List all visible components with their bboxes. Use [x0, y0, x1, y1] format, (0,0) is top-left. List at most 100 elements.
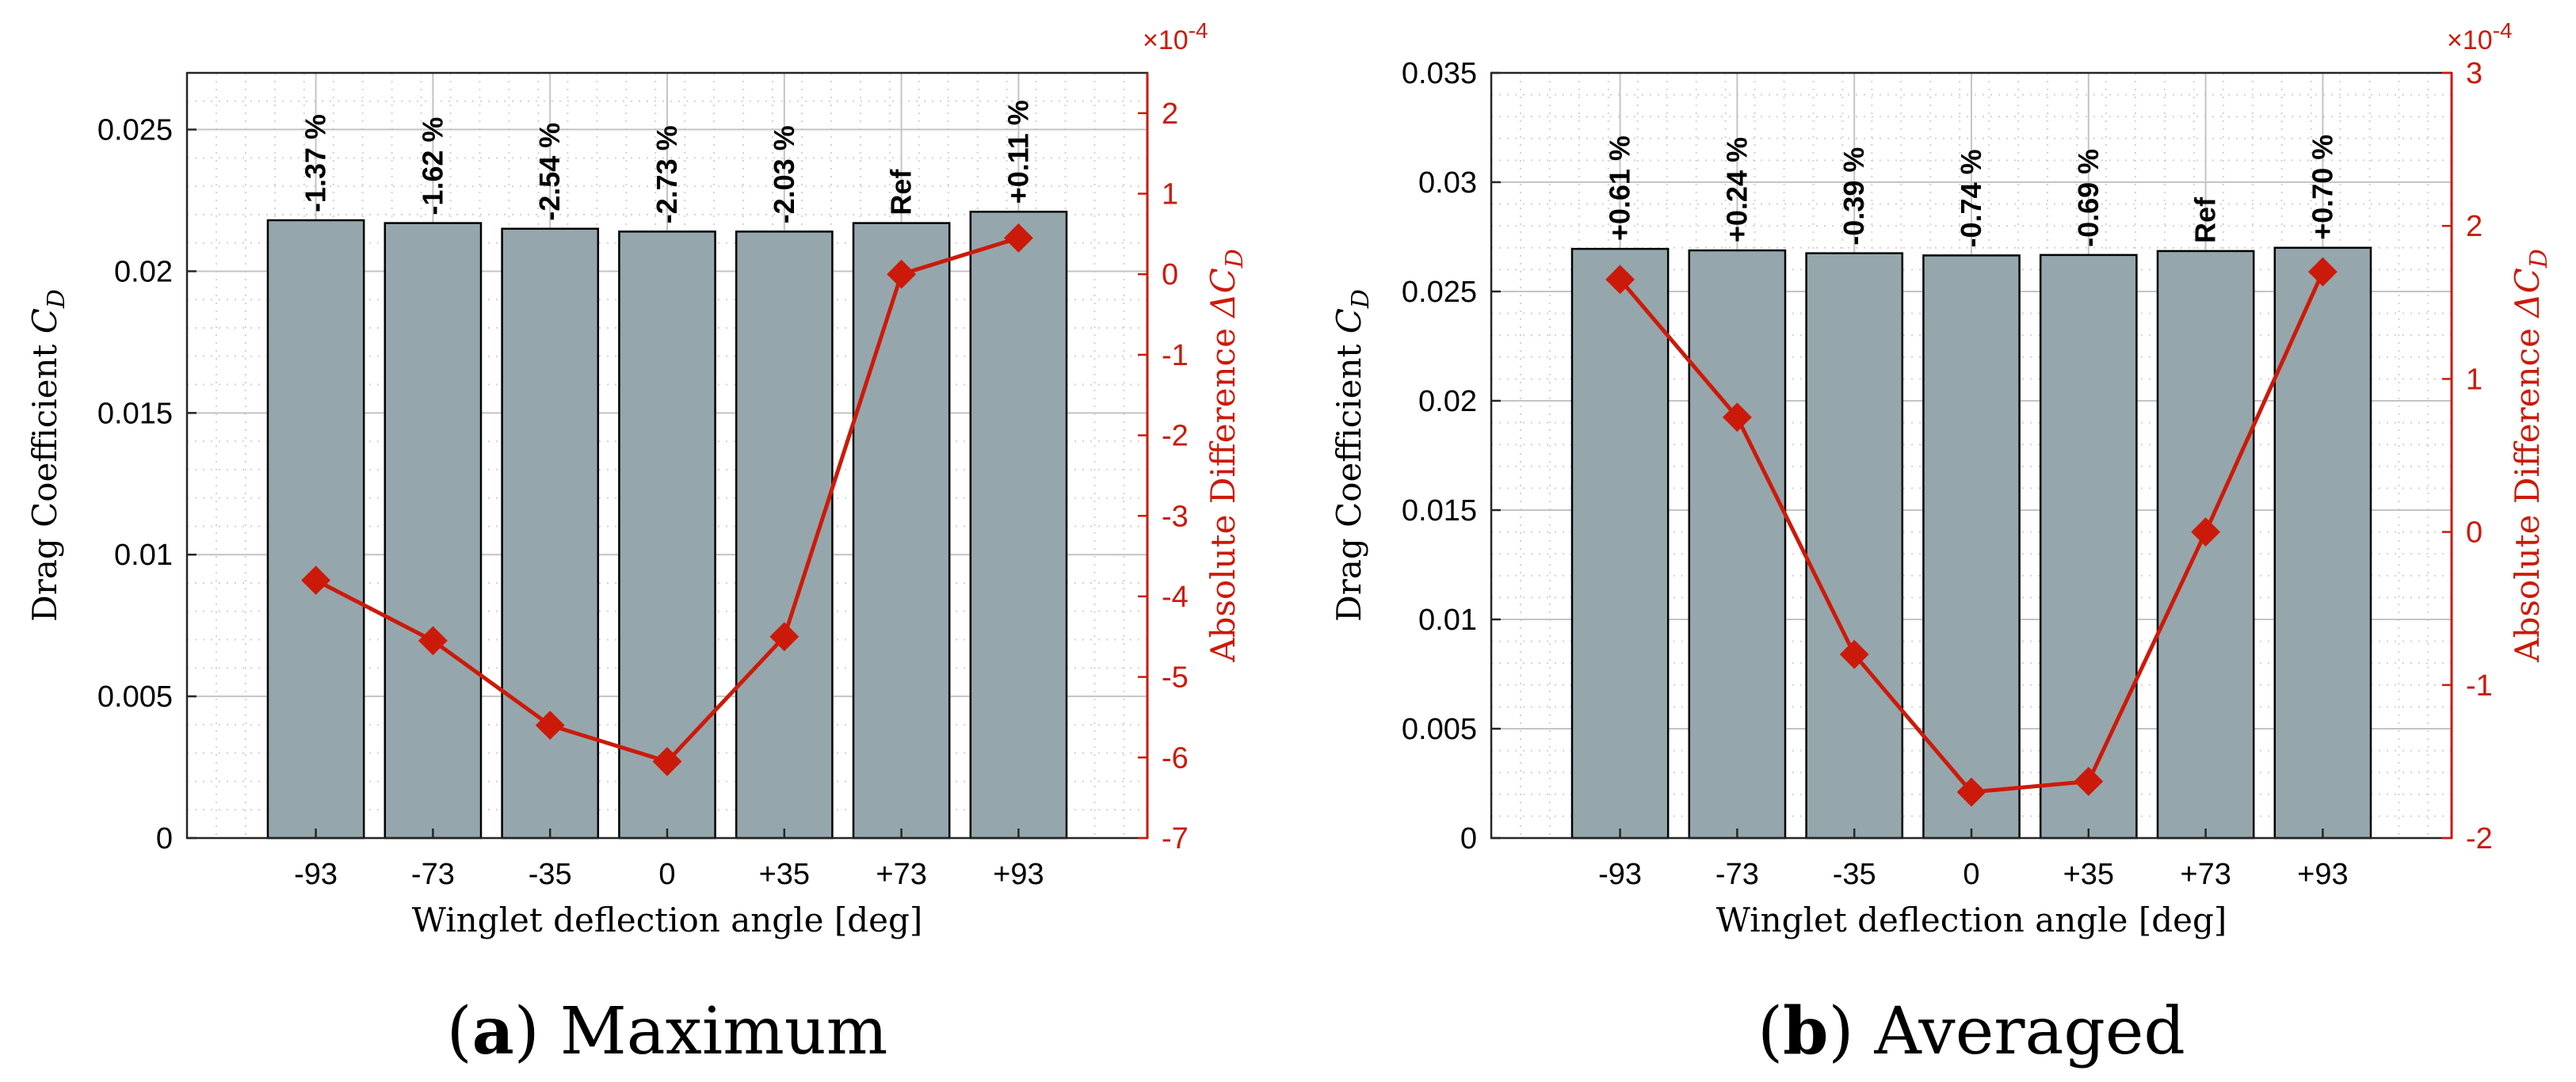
x-tick-label: -73	[1715, 858, 1759, 891]
bar	[2273, 246, 2372, 840]
y2-axis-title: Absolute Difference ΔCD	[1204, 249, 1249, 663]
bar-data-label: -1.62 %	[416, 117, 448, 215]
y-axis-title-subscript: D	[1347, 289, 1375, 309]
y2-tick-label: -1	[1162, 339, 1189, 372]
delta-cd-marker	[418, 626, 448, 656]
y2-tick-label: -5	[1162, 661, 1189, 695]
y-tick-label: 0.005	[1402, 713, 1477, 746]
y-axis-title-subscript: D	[43, 289, 71, 309]
delta-cd-marker	[887, 259, 917, 289]
panel-a-maximum: -1.37 % -1.62 % -2.54 % -2.73 % -2.03 % Ref +0…	[25, 18, 1249, 1069]
y-axis-title-symbol: C	[25, 308, 64, 333]
panel-caption-title: ) Maximum	[514, 994, 888, 1069]
y2-tick-label: -4	[1162, 581, 1189, 614]
delta-cd-marker	[2191, 517, 2221, 547]
bar	[618, 230, 716, 840]
y2-tick-label: 1	[1162, 178, 1178, 211]
y2-tick-label: -2	[1162, 420, 1189, 453]
delta-cd-marker	[1956, 777, 1986, 807]
x-tick-label: 0	[658, 858, 675, 891]
delta-cd-marker	[1722, 402, 1752, 432]
y-axis-title-symbol: C	[1330, 308, 1368, 333]
panel-caption: (a) Maximum	[447, 993, 888, 1069]
x-tick-label: +93	[2297, 858, 2348, 891]
y2-tick-label: 2	[2466, 210, 2483, 243]
y2-axis-title-symbol: ΔC	[1204, 268, 1242, 318]
y-axis-title: Drag Coefficient CD	[1330, 289, 1375, 622]
delta-cd-marker	[1004, 223, 1033, 253]
bar-data-label: Ref	[2189, 196, 2222, 243]
y-tick-label: 0.02	[114, 255, 173, 288]
panel-caption: (b) Averaged	[1757, 993, 2185, 1069]
bar-data-label: Ref	[885, 169, 918, 215]
y2-multiplier-exponent: -4	[1189, 18, 1208, 43]
y2-tick-label: -2	[2466, 822, 2493, 855]
y-tick-label: 0.01	[1418, 604, 1477, 637]
bar-data-label: -2.54 %	[533, 123, 566, 221]
bar-data-label: -0.39 %	[1838, 147, 1870, 246]
y-tick-label: 0.03	[1418, 166, 1477, 200]
bar	[384, 222, 483, 840]
panel-caption-letter: b	[1783, 993, 1828, 1069]
delta-cd-marker	[2074, 767, 2104, 796]
y-tick-label: 0	[1460, 822, 1477, 855]
bar-data-label: +0.24 %	[1720, 137, 1753, 242]
y-tick-label: 0	[156, 822, 173, 855]
panel-caption-letter: a	[472, 993, 514, 1069]
y-tick-label: 0.025	[97, 114, 173, 147]
delta-cd-marker	[652, 746, 682, 776]
y-tick-label: 0.015	[1402, 494, 1477, 528]
y2-tick-label: -1	[2466, 669, 2493, 703]
y-axis-title: Drag Coefficient CD	[25, 289, 71, 622]
y2-tick-label: 3	[2466, 57, 2483, 90]
y2-tick-label: -3	[1162, 500, 1189, 533]
bar	[852, 222, 951, 840]
x-tick-label: +93	[993, 858, 1044, 891]
y2-tick-label: 0	[1162, 258, 1178, 291]
delta-cd-marker	[301, 566, 330, 596]
panel-b-averaged: +0.61 % +0.24 % -0.39 % -0.74 % -0.69 % Ref +0…	[1330, 18, 2553, 1069]
bar	[1688, 249, 1787, 840]
bar	[1805, 252, 1904, 840]
x-axis-title: Winglet deflection angle [deg]	[412, 901, 922, 939]
bar	[1922, 254, 2021, 840]
y-tick-label: 0.035	[1402, 57, 1477, 90]
y2-tick-label: 1	[2466, 363, 2483, 396]
delta-cd-marker	[2308, 257, 2337, 287]
x-tick-label: -35	[1833, 858, 1876, 891]
bar-data-label: -2.03 %	[768, 125, 800, 223]
bar-data-label: -0.74 %	[1955, 149, 1987, 247]
bar-data-label: -2.73 %	[651, 125, 683, 223]
delta-cd-marker	[535, 711, 565, 741]
bar-data-label: +0.61 %	[1604, 135, 1636, 241]
bar-data-label: +0.70 %	[2306, 135, 2338, 240]
y2-tick-label: 2	[1162, 97, 1178, 131]
bar-data-label: -1.37 %	[300, 114, 332, 212]
bar	[969, 211, 1068, 840]
bar	[2039, 253, 2138, 840]
bar-data-label: +0.11 %	[1002, 100, 1034, 204]
x-tick-label: +35	[2063, 858, 2114, 891]
y-tick-label: 0.01	[114, 539, 173, 572]
x-tick-label: +73	[876, 858, 926, 891]
y2-tick-label: 0	[2466, 516, 2483, 550]
y-tick-label: 0.02	[1418, 385, 1477, 418]
delta-cd-marker	[1605, 265, 1635, 295]
y2-axis-title: Absolute Difference ΔCD	[2508, 249, 2553, 663]
y2-axis-title-subscript: D	[1221, 249, 1249, 269]
x-tick-label: -73	[411, 858, 455, 891]
y2-tick-label: -6	[1162, 741, 1189, 775]
x-tick-label: -93	[1598, 858, 1642, 891]
y2-tick-label: -7	[1162, 822, 1189, 855]
bar	[1570, 247, 1670, 840]
y-tick-label: 0.005	[97, 680, 173, 714]
delta-cd-marker	[1839, 639, 1869, 669]
delta-cd-marker	[769, 622, 800, 652]
x-tick-label: 0	[1963, 858, 1979, 891]
x-tick-label: -35	[529, 858, 572, 891]
y-tick-label: 0.015	[97, 397, 173, 430]
x-tick-label: +35	[759, 858, 810, 891]
y2-axis-title-subscript: D	[2525, 249, 2553, 269]
bar	[501, 227, 600, 840]
